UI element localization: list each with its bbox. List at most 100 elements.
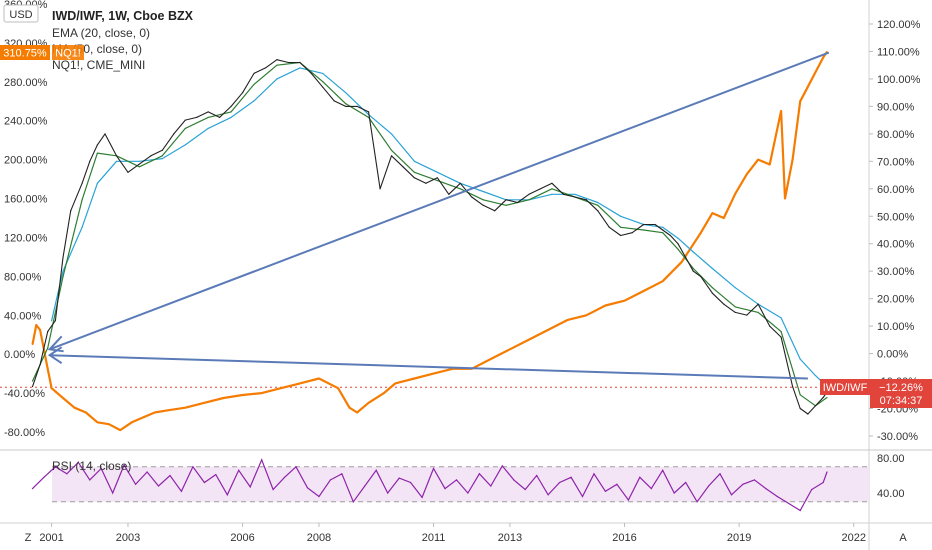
point-iwd_iwf-70 [780,336,782,338]
right-axis-tick-11: 10.00% [877,321,915,333]
rsi-point-0 [31,488,34,490]
point-iwd_iwf-75 [822,396,824,399]
point-ma-17 [413,160,416,162]
point-nq-39 [585,314,587,316]
rsi-point-22 [283,476,286,478]
point-iwd_iwf-52 [597,210,599,212]
rsi-point-26 [329,479,332,481]
rsi-point-16 [215,474,217,476]
point-iwd_iwf-59 [669,234,671,237]
legend-ema[interactable]: EMA (20, close, 0) [52,26,150,40]
point-iwd_iwf-46 [528,193,530,195]
rsi-axis: 80.00 40.00 [877,453,905,500]
right-axis-tick-1: 110.00% [877,46,920,58]
rsi-point-10 [146,471,148,473]
point-iwd_iwf-47 [539,188,542,190]
rsi-point-61 [730,494,733,496]
point-iwd_iwf-19 [219,116,221,118]
point-nq-24 [337,387,339,389]
point-iwd_iwf-64 [711,292,713,294]
point-iwd_iwf-53 [608,226,610,228]
point-iwd_iwf-14 [161,149,163,151]
point-ma-8 [207,127,209,129]
rsi-point-28 [352,501,354,503]
point-nq-27 [368,402,370,404]
left-axis-tick-7: 80.00% [4,271,42,283]
point-nq-2 [39,329,41,331]
point-ema-2 [62,276,64,278]
point-ma-6 [161,157,163,160]
rsi-legend[interactable]: RSI (14, close) [52,459,131,473]
point-ema-21 [482,199,484,201]
rsi-point-35 [432,467,435,470]
point-nq-43 [662,280,664,282]
point-ma-29 [677,237,679,239]
rsi-point-4 [77,461,79,463]
point-iwd_iwf-33 [379,188,381,190]
point-nq-52 [780,110,782,112]
point-ma-12 [299,67,301,69]
point-iwd_iwf-26 [299,61,301,64]
point-ma-30 [692,251,694,253]
point-iwd_iwf-3 [54,320,56,322]
rsi-point-20 [261,459,263,461]
point-nq-35 [509,348,511,350]
rsi-axis-tick-1: 40.00 [877,488,905,500]
point-iwd_iwf-25 [287,61,289,64]
time-axis-tick-8: 2022 [841,532,865,544]
series-ma [51,67,828,388]
point-nq-0 [31,343,34,346]
point-nq-51 [769,163,771,166]
point-iwd_iwf-28 [322,86,324,88]
point-ma-13 [322,72,324,75]
point-nq-53 [784,197,786,200]
point-ema-33 [734,306,736,308]
point-nq-57 [814,71,817,73]
rsi-point-55 [662,469,664,471]
symbol-tag-label: IWD/IWF [823,382,868,394]
auto-scale-button[interactable]: A [899,532,907,544]
point-ma-4 [115,160,118,162]
point-nq-45 [700,231,702,234]
left-axis-tick-8: 40.00% [4,310,42,322]
point-iwd_iwf-57 [654,223,656,226]
point-nq-49 [746,173,748,175]
legend-nq[interactable]: NQ1!, CME_MINI [52,58,145,72]
point-ma-34 [780,317,782,319]
currency-badge[interactable]: USD [3,4,39,23]
point-ma-2 [81,226,83,228]
rsi-point-18 [238,469,240,471]
legend-title[interactable]: IWD/IWF, 1W, Cboe BZX [52,9,194,23]
time-axis-tick-0: 2001 [39,532,63,544]
rsi-point-70 [826,471,828,473]
point-nq-4 [47,368,49,370]
point-ema-23 [528,199,530,201]
point-nq-22 [299,382,301,384]
point-iwd_iwf-2 [47,331,49,333]
point-ema-27 [620,226,622,228]
series-layer [31,51,830,512]
point-iwd_iwf-30 [345,105,347,107]
point-nq-15 [165,410,167,412]
trendline-flat-arrowhead [47,346,63,364]
time-axis-tick-6: 2016 [612,532,636,544]
point-iwd_iwf-29 [333,100,335,102]
point-ema-11 [253,83,255,86]
point-iwd_iwf-43 [494,210,496,212]
point-nq-9 [96,421,99,423]
point-iwd_iwf-56 [643,223,645,226]
point-ema-15 [345,103,347,105]
point-nq-59 [826,51,828,53]
rsi-point-33 [410,481,412,484]
point-iwd_iwf-15 [173,133,175,135]
rsi-point-62 [742,483,744,485]
point-ma-3 [96,182,99,184]
rsi-point-9 [135,483,137,485]
point-nq-54 [792,159,794,161]
rsi-point-47 [570,476,572,478]
symbol-tag[interactable]: IWD/IWF [820,379,870,395]
point-iwd_iwf-54 [620,234,622,237]
zoom-corner-button[interactable]: Z [25,532,32,544]
rsi-point-66 [788,502,790,505]
point-iwd_iwf-71 [792,385,794,388]
